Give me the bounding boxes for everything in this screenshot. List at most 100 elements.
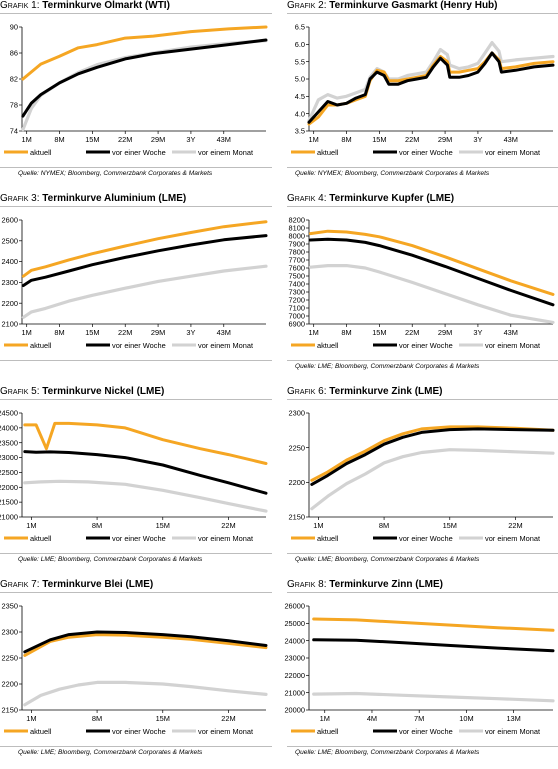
line-chart: 20000 21000 22000 23000 24000 25000 26000 1M 4M 7… bbox=[284, 602, 555, 736]
y-tick-label: 2600 bbox=[2, 216, 18, 225]
legend-label-aktuell: aktuell bbox=[317, 341, 339, 350]
y-tick-label: 6.0 bbox=[295, 40, 305, 49]
y-tick-label: 6.5 bbox=[295, 23, 305, 32]
y-tick-label: 4.0 bbox=[295, 109, 305, 118]
y-tick-label: 25000 bbox=[284, 619, 305, 628]
x-tick-label: 43M bbox=[504, 328, 518, 337]
y-tick-label: 22500 bbox=[0, 468, 18, 477]
source-note: Quelle: LME; Bloomberg, Commerzbank Corp… bbox=[18, 556, 203, 563]
legend-label-monat: vor einem Monat bbox=[485, 727, 540, 736]
legend-label-monat: vor einem Monat bbox=[198, 148, 253, 157]
chart-title: Grafik 8: Terminkurve Zinn (LME) bbox=[287, 579, 443, 590]
x-tick-label: 1M bbox=[320, 714, 330, 723]
legend-label-aktuell: aktuell bbox=[30, 341, 52, 350]
source-note: Quelle: LME; Bloomberg, Commerzbank Corp… bbox=[295, 749, 480, 756]
chart-title-text: Terminkurve Ölmarkt (WTI) bbox=[39, 0, 170, 11]
source-divider bbox=[0, 360, 272, 361]
y-tick-label: 7600 bbox=[289, 264, 305, 273]
y-tick-label: 22000 bbox=[0, 483, 18, 492]
source-note: Quelle: NYMEX; Bloomberg, Commerzbank Co… bbox=[18, 170, 213, 177]
y-tick-label: 2350 bbox=[2, 602, 18, 611]
y-tick-label: 2300 bbox=[289, 409, 305, 418]
x-tick-label: 8M bbox=[54, 135, 64, 144]
y-tick-label: 23000 bbox=[0, 453, 18, 462]
x-tick-label: 29M bbox=[438, 328, 452, 337]
chart-number: Grafik 8: bbox=[287, 579, 327, 590]
title-divider bbox=[287, 399, 558, 400]
legend-label-woche: vor einer Woche bbox=[112, 727, 166, 736]
x-tick-label: 13M bbox=[506, 714, 520, 723]
y-tick-label: 7400 bbox=[289, 280, 305, 289]
y-tick-label: 23000 bbox=[284, 654, 305, 663]
x-tick-label: 15M bbox=[85, 135, 99, 144]
series-line-aktuell bbox=[23, 421, 268, 465]
legend-label-aktuell: aktuell bbox=[30, 534, 52, 543]
chart-number: Grafik 3: bbox=[0, 193, 40, 204]
x-tick-label: 3Y bbox=[186, 135, 195, 144]
series-line-monat bbox=[307, 41, 555, 123]
x-tick-label: 15M bbox=[372, 328, 386, 337]
x-tick-label: 15M bbox=[443, 521, 457, 530]
chart-number: Grafik 6: bbox=[287, 386, 327, 397]
x-tick-label: 8M bbox=[341, 135, 351, 144]
y-tick-label: 2150 bbox=[289, 513, 305, 522]
series-line-monat bbox=[312, 691, 555, 703]
series-line-aktuell bbox=[308, 229, 555, 296]
x-tick-label: 1M bbox=[22, 135, 32, 144]
y-tick-label: 22000 bbox=[284, 671, 305, 680]
chart-panel-6: Grafik 6: Terminkurve Zink (LME) 2150 2200… bbox=[287, 386, 558, 576]
x-tick-label: 8M bbox=[341, 328, 351, 337]
y-tick-label: 5.0 bbox=[295, 75, 305, 84]
y-tick-label: 24000 bbox=[0, 423, 18, 432]
y-tick-label: 7200 bbox=[289, 296, 305, 305]
chart-title: Grafik 7: Terminkurve Blei (LME) bbox=[0, 579, 153, 590]
x-tick-label: 43M bbox=[217, 328, 231, 337]
title-divider bbox=[0, 13, 272, 14]
y-tick-label: 7500 bbox=[289, 272, 305, 281]
series-line-monat bbox=[23, 680, 268, 707]
x-tick-label: 8M bbox=[379, 521, 389, 530]
y-tick-label: 23500 bbox=[0, 438, 18, 447]
y-tick-label: 2400 bbox=[2, 257, 18, 266]
y-tick-label: 86 bbox=[10, 49, 18, 58]
legend-label-aktuell: aktuell bbox=[30, 148, 52, 157]
legend-label-woche: vor einer Woche bbox=[399, 727, 453, 736]
y-tick-label: 2300 bbox=[2, 278, 18, 287]
x-tick-label: 1M bbox=[313, 521, 323, 530]
series-line-aktuell bbox=[21, 220, 268, 278]
legend-label-monat: vor einem Monat bbox=[485, 148, 540, 157]
line-chart: 2150 2200 2250 2300 2350 1M 8M 15M 22M aktuell vor… bbox=[2, 602, 268, 736]
title-divider bbox=[0, 399, 272, 400]
source-divider bbox=[0, 553, 272, 554]
y-tick-label: 7000 bbox=[289, 312, 305, 321]
x-tick-label: 29M bbox=[151, 135, 165, 144]
legend-label-aktuell: aktuell bbox=[30, 727, 52, 736]
legend-label-woche: vor einer Woche bbox=[112, 341, 166, 350]
source-divider bbox=[287, 360, 558, 361]
y-tick-label: 7700 bbox=[289, 256, 305, 265]
source-divider bbox=[0, 746, 272, 747]
x-tick-label: 3Y bbox=[186, 328, 195, 337]
x-tick-label: 1M bbox=[26, 714, 36, 723]
y-tick-label: 20000 bbox=[284, 706, 305, 715]
series-line-woche bbox=[308, 237, 555, 307]
y-tick-label: 78 bbox=[10, 101, 18, 110]
y-tick-label: 2300 bbox=[2, 628, 18, 637]
series-line-aktuell bbox=[23, 633, 268, 657]
x-tick-label: 1M bbox=[309, 135, 319, 144]
source-divider bbox=[0, 167, 272, 168]
series-line-woche bbox=[310, 427, 555, 486]
x-tick-label: 1M bbox=[309, 328, 319, 337]
legend-label-woche: vor einer Woche bbox=[399, 341, 453, 350]
y-tick-label: 2150 bbox=[2, 706, 18, 715]
chart-title-text: Terminkurve Aluminium (LME) bbox=[39, 193, 187, 204]
y-tick-label: 24000 bbox=[284, 636, 305, 645]
y-tick-label: 2200 bbox=[289, 478, 305, 487]
x-tick-label: 43M bbox=[504, 135, 518, 144]
source-note: Quelle: NYMEX; Bloomberg, Commerzbank Co… bbox=[295, 170, 490, 177]
y-tick-label: 4.5 bbox=[295, 92, 305, 101]
source-note: Quelle: LME; Bloomberg, Commerzbank Corp… bbox=[295, 556, 480, 563]
y-tick-label: 8200 bbox=[289, 216, 305, 225]
legend-label-monat: vor einem Monat bbox=[198, 534, 253, 543]
x-tick-label: 1M bbox=[26, 521, 36, 530]
